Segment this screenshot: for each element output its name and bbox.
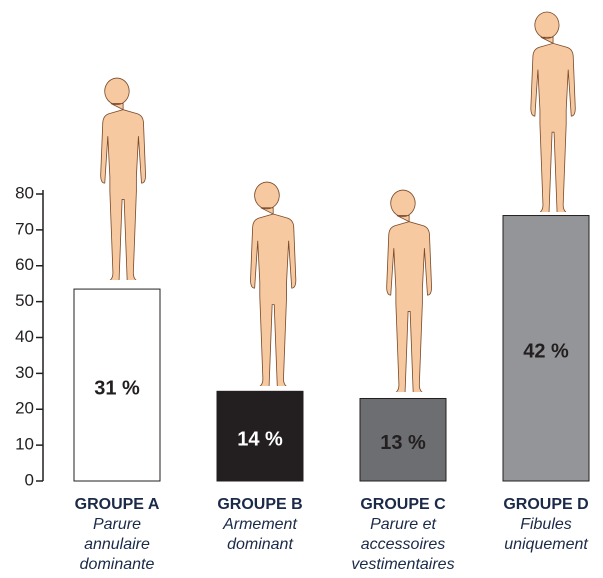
bar-annotation: 13 % [380, 432, 426, 454]
category-description: dominante [80, 556, 155, 573]
category-description: annulaire [84, 536, 150, 553]
figure [100, 77, 147, 280]
y-tick-label: 60 [15, 255, 34, 274]
category-description: vestimentaires [351, 556, 454, 573]
category-description: Armement [222, 516, 297, 533]
bar [359, 397, 447, 482]
category-description: Parure [93, 516, 141, 533]
bar [73, 288, 161, 482]
figure [530, 11, 576, 212]
y-tick-label: 0 [25, 470, 34, 489]
y-tick-label: 40 [15, 327, 34, 346]
category-description: accessoires [361, 536, 445, 553]
bar [216, 390, 304, 482]
y-tick-label: 50 [15, 291, 34, 310]
category-description: Parure et [370, 516, 436, 533]
bar-annotation: 14 % [237, 428, 283, 450]
x-tick-label: GROUPE D [503, 496, 588, 513]
category-description: Fibules [520, 516, 572, 533]
x-tick-label: GROUPE A [75, 496, 160, 513]
category-description: dominant [227, 536, 293, 553]
y-tick-label: 80 [15, 183, 34, 202]
y-tick-label: 10 [15, 435, 34, 454]
bar-annotation: 42 % [523, 341, 569, 363]
figure [250, 181, 297, 386]
x-tick-label: GROUPE C [360, 496, 446, 513]
figure [386, 189, 432, 392]
x-tick-label: GROUPE B [217, 496, 302, 513]
category-description: uniquement [504, 536, 588, 553]
bar [502, 215, 590, 482]
y-tick-label: 70 [15, 219, 34, 238]
bar-annotation: 31 % [94, 377, 140, 399]
y-tick-label: 30 [15, 363, 34, 382]
y-tick-label: 20 [15, 399, 34, 418]
